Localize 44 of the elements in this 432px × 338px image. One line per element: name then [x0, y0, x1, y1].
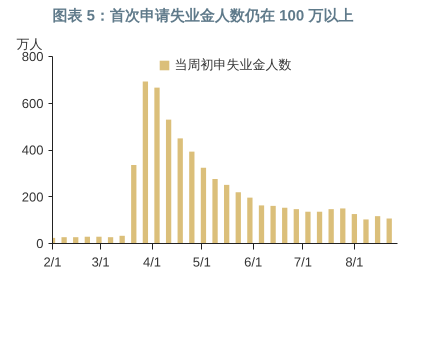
- bar: [61, 237, 67, 244]
- bar: [363, 219, 369, 244]
- bar: [258, 205, 264, 244]
- bar: [96, 236, 102, 244]
- bar: [120, 236, 125, 244]
- x-tick-label: 6/1: [244, 254, 262, 270]
- bar: [154, 88, 160, 244]
- bar: [84, 236, 90, 244]
- bar: [294, 209, 299, 244]
- bar: [178, 138, 183, 244]
- bar: [189, 152, 194, 244]
- bar: [316, 212, 322, 244]
- x-tick-label: 4/1: [142, 254, 162, 270]
- bar: [247, 198, 253, 244]
- bar: [166, 120, 172, 244]
- x-tick-label: 2/1: [43, 254, 62, 270]
- y-tick-label: 600: [22, 96, 44, 111]
- bar: [212, 178, 218, 244]
- bar: [108, 237, 114, 244]
- y-tick-label: 800: [22, 49, 44, 64]
- chart-title: 图表 5：首次申请失业金人数仍在 100 万以上: [52, 8, 354, 24]
- y-tick-label: 400: [22, 142, 44, 158]
- bar: [386, 218, 392, 244]
- y-tick-label: 0: [36, 236, 44, 251]
- bar: [340, 208, 346, 244]
- bar: [73, 237, 78, 244]
- x-tick-label: 7/1: [294, 254, 312, 270]
- bar: [224, 184, 230, 244]
- bar: [374, 216, 380, 244]
- bar: [270, 206, 276, 244]
- bar: [142, 82, 148, 244]
- y-tick-label: 200: [22, 189, 44, 204]
- bar: [131, 164, 136, 244]
- bar: [352, 214, 358, 244]
- bar: [328, 209, 334, 244]
- bar: [305, 212, 311, 244]
- x-tick-label: 8/1: [345, 254, 364, 270]
- bar: [200, 168, 206, 244]
- legend-label: 当周初申失业金人数: [174, 56, 292, 74]
- x-tick-label: 3/1: [92, 254, 110, 270]
- y-axis-title: 万人: [16, 36, 42, 52]
- bar: [282, 208, 288, 244]
- bar: [236, 192, 241, 244]
- x-tick-label: 5/1: [192, 254, 211, 270]
